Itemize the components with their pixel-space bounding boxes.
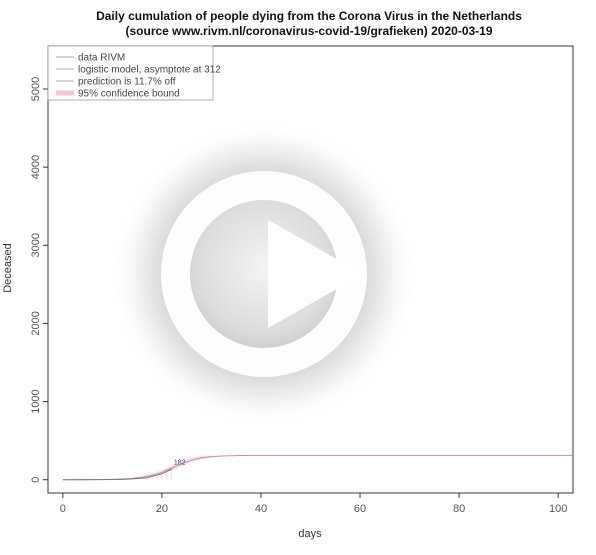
x-tick-label: 0 xyxy=(60,503,66,515)
data-label: 182 xyxy=(174,459,186,466)
series-line xyxy=(62,454,573,481)
y-tick-label: 4000 xyxy=(30,155,42,179)
annotation-layer: 182 xyxy=(174,459,186,466)
legend-label: data RIVM xyxy=(78,53,125,64)
y-axis: 0 1000 2000 3000 4000 5000 xyxy=(30,77,48,483)
confidence-band xyxy=(132,455,212,480)
x-axis: 0 20 40 60 80 100 xyxy=(60,493,567,515)
plot-frame xyxy=(47,45,574,494)
x-tick-label: 80 xyxy=(453,503,465,515)
y-tick-label: 5000 xyxy=(30,77,42,101)
y-tick-label: 3000 xyxy=(30,233,42,257)
play-icon[interactable] xyxy=(268,220,363,328)
series-line xyxy=(62,468,173,481)
x-tick-label: 60 xyxy=(354,503,366,515)
y-tick-label: 2000 xyxy=(30,311,42,335)
overlay-disc xyxy=(190,200,338,348)
legend-label: prediction is 11.7% off xyxy=(78,77,176,88)
video-play-overlay[interactable] xyxy=(146,156,382,392)
x-tick-label: 100 xyxy=(549,503,567,515)
x-tick-label: 40 xyxy=(255,503,267,515)
chart-title: Daily cumulation of people dying from th… xyxy=(96,9,522,23)
legend-label: logistic model, asymptote at 312 xyxy=(78,65,221,76)
y-tick-label: 1000 xyxy=(30,389,42,413)
y-axis-title: Deceased xyxy=(2,243,14,293)
x-axis-title: days xyxy=(298,528,322,540)
chart-subtitle: (source www.rivm.nl/coronavirus-covid-19… xyxy=(125,24,492,38)
confidence-band-layer xyxy=(132,455,212,480)
legend-label: 95% confidence bound xyxy=(78,89,180,100)
series-layer xyxy=(62,454,573,481)
legend-box xyxy=(47,45,214,101)
x-tick-label: 20 xyxy=(156,503,168,515)
y-tick-label: 0 xyxy=(30,477,42,483)
